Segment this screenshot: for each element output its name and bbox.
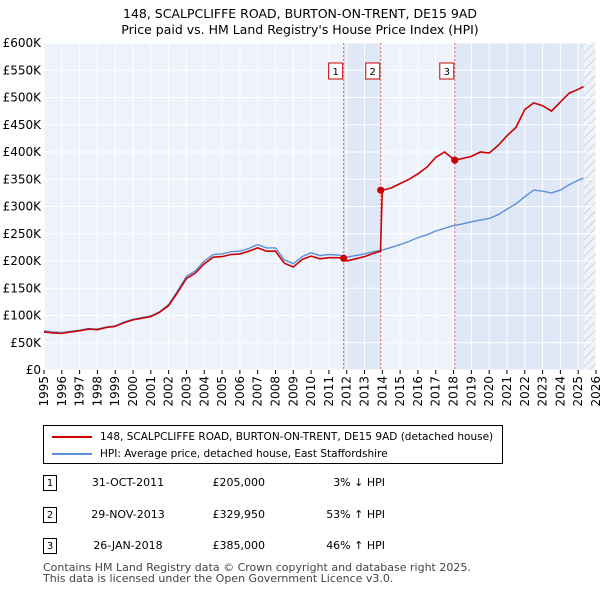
x-tick-label: 2006 bbox=[233, 376, 247, 407]
y-tick-label: £100K bbox=[3, 309, 43, 323]
y-tick-label: £150K bbox=[3, 281, 43, 295]
transaction-hpi: 46% ↑ HPI bbox=[326, 539, 385, 552]
x-tick-label: 2015 bbox=[393, 376, 407, 407]
legend: 148, SCALPCLIFFE ROAD, BURTON-ON-TRENT, … bbox=[43, 425, 503, 464]
x-tick-label: 2013 bbox=[358, 376, 372, 407]
x-tick-label: 2020 bbox=[482, 376, 496, 407]
transaction-hpi: 3% ↓ HPI bbox=[333, 476, 385, 489]
x-tick-label: 2025 bbox=[571, 376, 585, 407]
y-tick-label: £350K bbox=[3, 172, 43, 186]
transaction-hpi: 53% ↑ HPI bbox=[326, 508, 385, 521]
sale-point bbox=[451, 156, 459, 164]
y-tick-label: £600K bbox=[3, 36, 43, 50]
x-tick-label: 2021 bbox=[500, 376, 514, 407]
x-tick-label: 1995 bbox=[37, 376, 51, 407]
y-tick-label: £550K bbox=[3, 63, 43, 77]
x-tick-label: 2019 bbox=[464, 376, 478, 407]
x-tick-label: 2017 bbox=[429, 376, 443, 407]
x-tick-label: 2011 bbox=[322, 376, 336, 407]
x-tick-label: 2010 bbox=[304, 376, 318, 407]
y-tick-label: £300K bbox=[3, 200, 43, 214]
sale-label-number: 1 bbox=[332, 67, 338, 78]
x-tick-label: 1997 bbox=[73, 376, 87, 407]
transaction-number: 1 bbox=[43, 475, 57, 491]
legend-swatch-property bbox=[52, 436, 92, 438]
x-tick-label: 2007 bbox=[251, 376, 265, 407]
x-tick-label: 2012 bbox=[340, 376, 354, 407]
property-price-line bbox=[43, 85, 584, 335]
x-tick-label: 2026 bbox=[589, 376, 600, 407]
transaction-date: 26-JAN-2018 bbox=[93, 539, 163, 552]
transaction-date: 29-NOV-2013 bbox=[91, 508, 165, 521]
x-tick-label: 2002 bbox=[162, 376, 176, 407]
transaction-number: 3 bbox=[43, 538, 57, 554]
price-chart: £0 £50K £100K £150K £200K £250K £300K £350K £400… bbox=[3, 36, 600, 407]
y-tick-label: £250K bbox=[3, 227, 43, 241]
transaction-price: £385,000 bbox=[212, 539, 266, 552]
y-tick-label: £500K bbox=[3, 91, 43, 105]
chart-title-line1: 148, SCALPCLIFFE ROAD, BURTON-ON-TRENT, … bbox=[123, 6, 477, 21]
x-tick-label: 2001 bbox=[144, 376, 158, 407]
legend-swatch-hpi bbox=[52, 453, 92, 455]
sale-point bbox=[340, 254, 348, 262]
transaction-price: £329,950 bbox=[212, 508, 266, 521]
transaction-number: 2 bbox=[43, 507, 57, 523]
legend-label-property: 148, SCALPCLIFFE ROAD, BURTON-ON-TRENT, … bbox=[100, 431, 494, 443]
x-tick-label: 2008 bbox=[268, 376, 282, 407]
transaction-date: 31-OCT-2011 bbox=[91, 476, 165, 489]
x-tick-label: 1996 bbox=[55, 376, 69, 407]
x-tick-label: 2005 bbox=[215, 376, 229, 407]
sale-label-box bbox=[439, 62, 455, 80]
x-tick-label: 2023 bbox=[536, 376, 550, 407]
x-tick-label: 2009 bbox=[286, 376, 300, 407]
x-tick-label: 2014 bbox=[375, 376, 389, 407]
x-tick-label: 2000 bbox=[126, 376, 140, 407]
sale-label-number: 3 bbox=[444, 67, 450, 78]
footer-licence: This data is licensed under the Open Gov… bbox=[43, 572, 394, 585]
y-tick-label: £200K bbox=[3, 254, 43, 268]
y-tick-label: £50K bbox=[10, 336, 42, 350]
x-tick-label: 2022 bbox=[518, 376, 532, 407]
x-tick-label: 2003 bbox=[179, 376, 193, 407]
x-tick-label: 1999 bbox=[108, 376, 122, 407]
footer-copyright: Contains HM Land Registry data © Crown c… bbox=[43, 561, 471, 574]
x-tick-label: 2018 bbox=[447, 376, 461, 407]
x-tick-label: 2004 bbox=[197, 376, 211, 407]
y-tick-label: £0 bbox=[26, 363, 41, 377]
sale-point bbox=[377, 186, 385, 194]
transaction-price: £205,000 bbox=[212, 476, 266, 489]
sale-label-number: 2 bbox=[370, 67, 376, 78]
x-tick-label: 1998 bbox=[90, 376, 104, 407]
legend-label-hpi: HPI: Average price, detached house, East… bbox=[100, 448, 388, 460]
x-tick-label: 2024 bbox=[553, 376, 567, 407]
sale-label-box bbox=[365, 62, 381, 80]
y-tick-label: £400K bbox=[3, 145, 43, 159]
chart-title-line2: Price paid vs. HM Land Registry's House … bbox=[121, 22, 479, 37]
x-tick-label: 2016 bbox=[411, 376, 425, 407]
y-tick-label: £450K bbox=[3, 118, 43, 132]
sale-label-box bbox=[328, 62, 344, 80]
